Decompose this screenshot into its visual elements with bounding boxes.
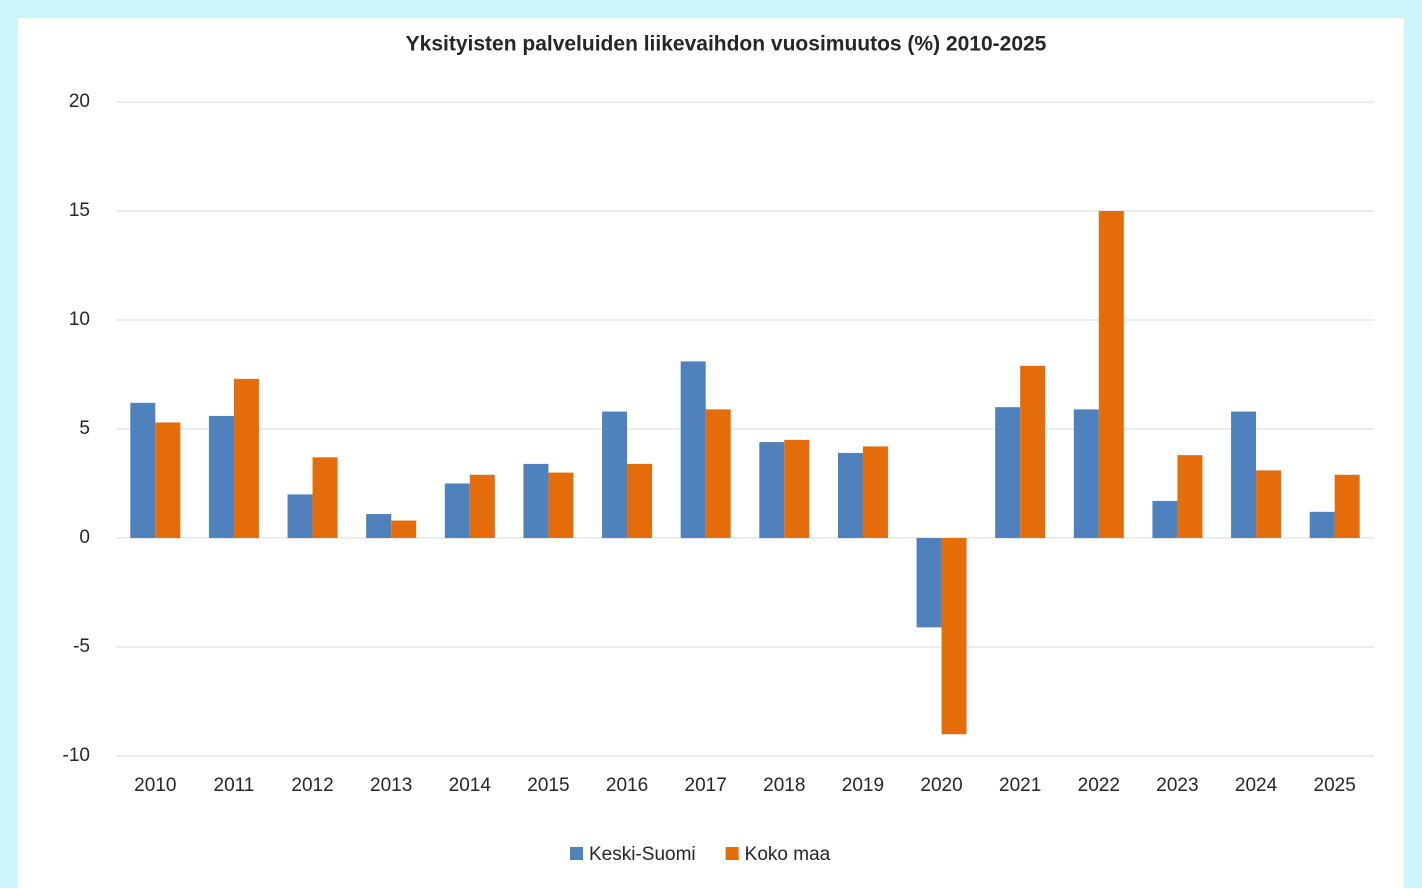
bar [1020,365,1046,538]
y-tick-label: -10 [63,745,90,766]
legend-swatch [725,847,739,860]
bar [759,442,785,538]
bar [1098,211,1124,538]
x-tick-label: 2014 [449,775,492,796]
x-tick-label: 2023 [1156,775,1198,796]
x-tick-label: 2017 [685,775,727,796]
bar [287,494,313,538]
x-tick-label: 2013 [370,775,412,796]
bar [1073,409,1099,538]
bar [155,422,181,538]
legend-swatch [570,847,583,860]
x-tick-label: 2015 [527,775,569,796]
bar [312,457,338,538]
bar [469,474,495,538]
bar [523,463,549,538]
bar [1334,474,1360,538]
bar [1256,470,1282,538]
bar [862,446,888,538]
bar [548,472,574,538]
y-tick-label: 20 [69,91,90,112]
x-tick-label: 2020 [920,775,962,796]
x-tick-label: 2016 [606,775,648,796]
bar [130,402,156,538]
x-tick-label: 2011 [214,775,255,796]
bar [1309,511,1335,538]
y-tick-label: 0 [79,527,90,548]
bar [366,514,392,538]
x-tick-label: 2018 [763,775,805,796]
x-tick-label: 2012 [291,775,333,796]
y-tick-label: 5 [79,418,90,439]
x-tick-label: 2022 [1078,775,1120,796]
bar [1177,455,1203,538]
x-tick-label: 2010 [134,775,176,796]
x-tick-label: 2025 [1314,775,1356,796]
bar [916,538,942,628]
bar [837,452,863,538]
x-tick-label: 2024 [1235,775,1278,796]
bar [995,407,1021,538]
bar [1231,411,1257,538]
bar [233,378,259,538]
y-tick-label: -5 [73,636,90,657]
bar [627,463,653,538]
bar [680,361,706,538]
bar [1152,500,1178,538]
bar [602,411,628,538]
bar [444,483,470,538]
bar [784,439,810,538]
bar [208,415,234,538]
bar [941,538,967,735]
x-tick-label: 2019 [842,775,884,796]
bar [705,409,731,538]
y-tick-label: 15 [69,200,90,221]
legend-label: Keski-Suomi [589,844,696,865]
x-tick-label: 2021 [999,775,1041,796]
y-tick-label: 10 [69,309,90,330]
bar [391,520,417,538]
chart-title: Yksityisten palveluiden liikevaihdon vuo… [406,33,1047,56]
legend-label: Koko maa [745,844,831,865]
